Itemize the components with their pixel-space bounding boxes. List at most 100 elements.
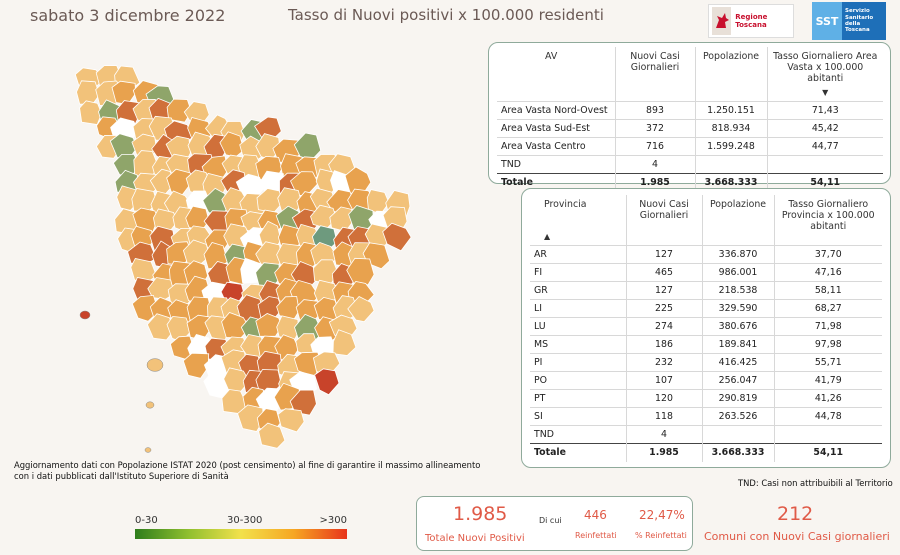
table-cell: FI <box>530 263 626 282</box>
municipality-region[interactable] <box>146 313 175 341</box>
table-row[interactable]: TND 4 <box>530 425 882 444</box>
table-cell: 127 <box>625 281 702 300</box>
table-row[interactable]: SI 118 263.526 44,78 <box>530 407 882 426</box>
table-row[interactable]: PT 120 290.819 41,26 <box>530 389 882 408</box>
municipality-region[interactable] <box>166 98 192 123</box>
table-cell: PT <box>530 389 626 408</box>
table-cell: 71,43 <box>766 101 883 120</box>
table-cell: 986.001 <box>701 263 774 282</box>
municipality-region[interactable] <box>182 352 210 379</box>
island-region[interactable] <box>146 358 164 372</box>
municipality-region[interactable] <box>79 100 103 125</box>
total-cell: Totale <box>497 173 615 192</box>
tuscany-map[interactable] <box>60 45 420 455</box>
island-region[interactable] <box>145 401 155 409</box>
table-row[interactable]: Area Vasta Sud-Est 372 818.934 45,42 <box>497 119 883 138</box>
legend-gradient-bar <box>135 529 347 539</box>
reinfettati-label: Reinfettati <box>575 531 617 540</box>
table-cell: SI <box>530 407 626 426</box>
table-cell: 127 <box>625 245 702 264</box>
island-region[interactable] <box>144 447 152 453</box>
sort-desc-icon[interactable]: ▼ <box>822 88 829 97</box>
municipality-region[interactable] <box>131 294 159 322</box>
table-cell: 4 <box>614 155 695 174</box>
island-region[interactable] <box>79 310 91 320</box>
col-av[interactable]: AV <box>545 51 558 62</box>
table-cell: Area Vasta Centro <box>497 137 615 156</box>
kpi-card: 1.985 Totale Nuovi Positivi Di cui 446 R… <box>416 496 693 551</box>
sst-logo: SST Servizio Sanitario della Toscana <box>812 2 886 40</box>
table-cell: AR <box>530 245 626 264</box>
table-cell: Area Vasta Sud-Est <box>497 119 615 138</box>
perc-reinfettati-value: 22,47% <box>639 508 685 522</box>
perc-reinfettati-label: % Reinfettati <box>635 531 687 540</box>
col-tasso[interactable]: Tasso Giornaliero Area Vasta x 100.000 a… <box>766 47 883 102</box>
table-cell: 465 <box>625 263 702 282</box>
table-cell: 41,26 <box>773 389 882 408</box>
table-cell: 336.870 <box>701 245 774 264</box>
table-cell: MS <box>530 335 626 354</box>
col-popolazione[interactable]: Popolazione <box>701 195 774 246</box>
sst-text: Servizio Sanitario della Toscana <box>845 8 874 34</box>
legend-mid: 30-300 <box>227 515 263 526</box>
table-cell: PI <box>530 353 626 372</box>
table-row[interactable]: TND 4 <box>497 155 883 174</box>
municipality-region[interactable] <box>276 315 300 340</box>
report-date: sabato 3 dicembre 2022 <box>30 6 226 25</box>
col-popolazione[interactable]: Popolazione <box>694 47 767 102</box>
col-nuovi-casi[interactable]: Nuovi Casi Giornalieri <box>625 195 702 246</box>
table-row[interactable]: MS 186 189.841 97,98 <box>530 335 882 354</box>
pegasus-icon <box>712 7 732 35</box>
table-row[interactable]: AR 127 336.870 37,70 <box>530 245 882 264</box>
table-cell: Area Vasta Nord-Ovest <box>497 101 615 120</box>
table-cell: 372 <box>614 119 695 138</box>
area-vasta-table: AV Nuovi Casi Giornalieri Popolazione Ta… <box>497 47 883 192</box>
table-cell <box>773 425 882 444</box>
area-vasta-panel: AV Nuovi Casi Giornalieri Popolazione Ta… <box>488 42 891 192</box>
table-cell <box>694 155 767 174</box>
table-cell: TND <box>497 155 615 174</box>
municipality-region[interactable] <box>237 404 264 432</box>
table-cell: 218.538 <box>701 281 774 300</box>
comuni-label: Comuni con Nuovi Casi giornalieri <box>704 530 890 543</box>
table-cell: 1.599.248 <box>694 137 767 156</box>
table-cell <box>701 425 774 444</box>
municipality-region[interactable] <box>277 408 305 433</box>
table-cell: 290.819 <box>701 389 774 408</box>
table-cell: 107 <box>625 371 702 390</box>
sort-asc-icon[interactable]: ▲ <box>544 232 551 241</box>
table-row[interactable]: FI 465 986.001 47,16 <box>530 263 882 282</box>
municipality-region[interactable] <box>289 389 317 416</box>
municipality-region[interactable] <box>346 257 375 286</box>
reinfettati-value: 446 <box>584 508 607 522</box>
municipality-region[interactable] <box>347 296 375 323</box>
total-cell: 1.985 <box>625 443 702 462</box>
col-provincia[interactable]: Provincia ▲ <box>530 195 626 246</box>
municipality-region[interactable] <box>255 313 283 337</box>
table-cell: 225 <box>625 299 702 318</box>
table-row[interactable]: Area Vasta Nord-Ovest 893 1.250.151 71,43 <box>497 101 883 120</box>
municipality-region[interactable] <box>332 329 357 356</box>
table-row[interactable]: PI 232 416.425 55,71 <box>530 353 882 372</box>
table-cell: 58,11 <box>773 281 882 300</box>
table-cell: 189.841 <box>701 335 774 354</box>
table-cell: 4 <box>625 425 702 444</box>
table-row[interactable]: LI 225 329.590 68,27 <box>530 299 882 318</box>
col-tasso-label: Tasso Giornaliero Area Vasta x 100.000 a… <box>773 51 878 84</box>
total-cell: 1.985 <box>614 173 695 192</box>
table-row[interactable]: Area Vasta Centro 716 1.599.248 44,77 <box>497 137 883 156</box>
total-cell: 54,11 <box>766 173 883 192</box>
regione-toscana-label: Regione Toscana <box>735 13 768 29</box>
table-row[interactable]: GR 127 218.538 58,11 <box>530 281 882 300</box>
municipality-region[interactable] <box>382 222 412 252</box>
table-cell: 44,78 <box>773 407 882 426</box>
municipality-region[interactable] <box>258 422 286 449</box>
municipality-region[interactable] <box>314 368 340 396</box>
di-cui-label: Di cui <box>539 516 562 525</box>
table-cell: 118 <box>625 407 702 426</box>
col-tasso[interactable]: Tasso Giornaliero Provincia x 100.000 ab… <box>773 195 882 246</box>
table-row[interactable]: LU 274 380.676 71,98 <box>530 317 882 336</box>
table-row[interactable]: PO 107 256.047 41,79 <box>530 371 882 390</box>
table-cell <box>766 155 883 174</box>
col-nuovi-casi[interactable]: Nuovi Casi Giornalieri <box>614 47 695 102</box>
